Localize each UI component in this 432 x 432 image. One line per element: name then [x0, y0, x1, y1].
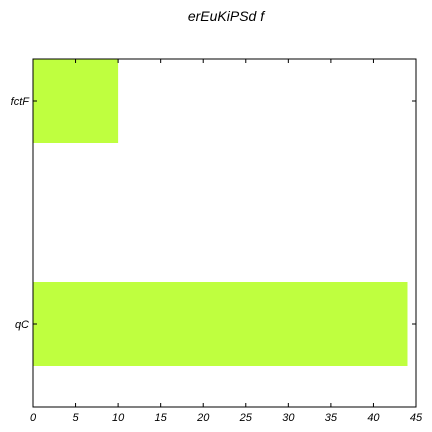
x-tick-label: 10: [112, 412, 125, 424]
x-tick-label: 0: [30, 412, 37, 424]
x-axis: 0 5 10 15 20 25 30 35 40 45: [30, 59, 423, 424]
x-tick-label: 20: [196, 412, 210, 424]
x-tick-label: 15: [155, 412, 168, 424]
bar-fctF: [33, 59, 119, 143]
plot-frame: [32, 58, 417, 408]
bars-layer: [33, 59, 408, 366]
y-tick-label: qC: [15, 319, 29, 331]
y-tick-label: fctF: [11, 96, 31, 108]
y-axis: fctF qC: [11, 96, 416, 331]
x-tick-label: 30: [282, 412, 295, 424]
x-tick-label: 5: [72, 412, 79, 424]
x-tick-label: 25: [239, 412, 253, 424]
chart-title: erEuKiPSd f: [188, 8, 266, 24]
x-tick-label: 40: [367, 412, 380, 424]
bar-qC: [33, 282, 408, 366]
x-tick-label: 45: [410, 412, 423, 424]
x-tick-label: 35: [325, 412, 338, 424]
